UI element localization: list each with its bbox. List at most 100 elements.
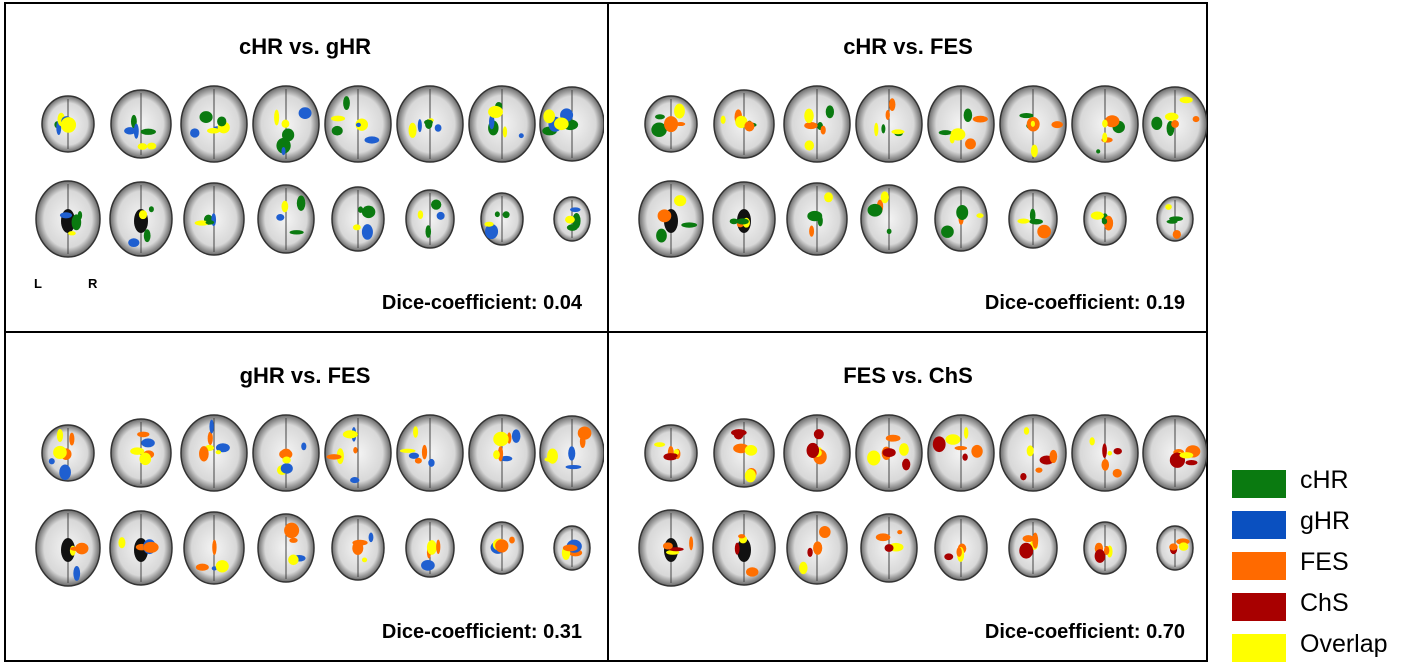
activation-blob bbox=[566, 224, 578, 231]
left-label: L bbox=[34, 276, 42, 291]
activation-blob bbox=[137, 431, 150, 438]
activation-blob bbox=[436, 539, 441, 554]
brain-slice bbox=[786, 511, 848, 585]
activation-blob bbox=[274, 109, 280, 126]
brain-slice bbox=[35, 509, 101, 587]
activation-blob bbox=[673, 449, 680, 455]
brain-slice bbox=[1083, 521, 1127, 575]
activation-blob bbox=[489, 114, 495, 130]
activation-blob bbox=[298, 107, 312, 119]
brain-slice bbox=[331, 186, 385, 252]
activation-blob bbox=[289, 537, 298, 543]
activation-blob bbox=[662, 542, 673, 550]
brain-slice bbox=[1156, 525, 1194, 571]
brain-slice bbox=[860, 184, 918, 254]
activation-blob bbox=[824, 192, 833, 203]
activation-blob bbox=[881, 124, 886, 134]
activation-blob bbox=[867, 450, 881, 466]
brain-slice bbox=[1083, 192, 1127, 246]
activation-blob bbox=[128, 238, 140, 248]
activation-blob bbox=[807, 210, 823, 222]
legend-swatch bbox=[1232, 593, 1286, 621]
activation-blob bbox=[1171, 120, 1179, 128]
activation-blob bbox=[568, 446, 576, 461]
activation-blob bbox=[736, 218, 749, 225]
activation-blob bbox=[874, 122, 879, 137]
activation-blob bbox=[734, 542, 740, 555]
activation-blob bbox=[1022, 535, 1035, 543]
activation-blob bbox=[744, 469, 756, 483]
activation-blob bbox=[73, 565, 81, 581]
activation-blob bbox=[544, 457, 557, 462]
activation-blob bbox=[565, 215, 575, 224]
brain-slice bbox=[331, 515, 385, 581]
activation-blob bbox=[426, 540, 437, 555]
activation-blob bbox=[1020, 472, 1027, 481]
activation-blob bbox=[744, 121, 755, 132]
activation-blob bbox=[1032, 532, 1039, 549]
activation-blob bbox=[806, 442, 820, 459]
activation-blob bbox=[130, 447, 145, 455]
brain-slice bbox=[712, 181, 776, 257]
activation-blob bbox=[215, 450, 222, 455]
activation-blob bbox=[361, 205, 376, 219]
activation-blob bbox=[497, 446, 504, 462]
activation-blob bbox=[577, 426, 592, 440]
activation-blob bbox=[493, 431, 509, 447]
brain-slice bbox=[257, 513, 315, 583]
activation-blob bbox=[938, 130, 952, 136]
brain-slice bbox=[324, 414, 392, 492]
activation-blob bbox=[502, 126, 508, 138]
brain-slice bbox=[1071, 414, 1139, 492]
activation-blob bbox=[729, 218, 739, 225]
activation-blob bbox=[195, 563, 209, 571]
activation-blob bbox=[885, 110, 890, 120]
brain-slice bbox=[855, 414, 923, 492]
activation-blob bbox=[819, 525, 831, 539]
legend-label: FES bbox=[1300, 548, 1349, 576]
activation-blob bbox=[280, 463, 293, 474]
brain-slice bbox=[713, 418, 775, 488]
brain-slice bbox=[41, 95, 95, 153]
activation-blob bbox=[1090, 211, 1104, 220]
activation-blob bbox=[655, 114, 665, 120]
brain-slice bbox=[252, 85, 320, 163]
activation-blob bbox=[361, 557, 368, 563]
activation-blob bbox=[146, 142, 157, 150]
activation-blob bbox=[139, 452, 152, 466]
brain-slice bbox=[860, 513, 918, 583]
panel-title: FES vs. ChS bbox=[843, 363, 973, 388]
legend-swatch bbox=[1232, 634, 1286, 662]
legend-swatch bbox=[1232, 470, 1286, 498]
activation-blob bbox=[282, 128, 295, 142]
activation-blob bbox=[424, 119, 433, 125]
dice-coefficient: Dice-coefficient: 0.19 bbox=[984, 292, 1185, 314]
activation-blob bbox=[956, 547, 962, 557]
legend-swatch bbox=[1232, 511, 1286, 539]
activation-blob bbox=[352, 224, 361, 231]
activation-blob bbox=[885, 434, 901, 442]
legend-label: Overlap bbox=[1300, 630, 1388, 658]
activation-blob bbox=[889, 98, 896, 111]
divider-horizontal bbox=[6, 331, 1206, 333]
activation-blob bbox=[355, 122, 361, 128]
activation-blob bbox=[118, 537, 126, 549]
activation-blob bbox=[207, 431, 213, 446]
activation-blob bbox=[543, 109, 555, 124]
brain-slices bbox=[638, 414, 1207, 587]
activation-blob bbox=[205, 220, 215, 225]
activation-blob bbox=[428, 458, 435, 467]
activation-blob bbox=[656, 228, 667, 243]
legend-swatch bbox=[1232, 552, 1286, 580]
activation-blob bbox=[886, 228, 892, 235]
figure-frame: cHR vs. gHR L R Dice-coefficient: 0.04 c… bbox=[4, 2, 1208, 662]
activation-blob bbox=[971, 444, 983, 458]
brain-slice bbox=[1142, 415, 1207, 491]
activation-blob bbox=[215, 443, 230, 453]
activation-blob bbox=[825, 105, 835, 119]
activation-blob bbox=[417, 119, 422, 133]
activation-blob bbox=[1169, 216, 1184, 222]
brain-slice bbox=[324, 85, 392, 163]
activation-blob bbox=[207, 127, 220, 134]
activation-blob bbox=[813, 429, 824, 440]
